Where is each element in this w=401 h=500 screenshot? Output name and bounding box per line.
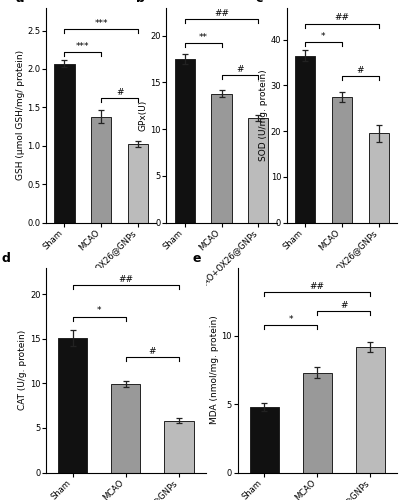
- Text: #: #: [356, 66, 364, 75]
- Bar: [369, 134, 389, 222]
- Bar: [91, 116, 111, 222]
- Text: ##: ##: [334, 14, 349, 22]
- Y-axis label: GSH (μmol GSH/mg/ protein): GSH (μmol GSH/mg/ protein): [16, 50, 24, 180]
- Text: a: a: [15, 0, 24, 6]
- Bar: [356, 347, 385, 472]
- Text: ##: ##: [310, 282, 325, 291]
- Text: ##: ##: [214, 8, 229, 18]
- Bar: [211, 94, 232, 222]
- Text: ***: ***: [95, 19, 108, 28]
- Y-axis label: CAT (U/g. protein): CAT (U/g. protein): [18, 330, 27, 410]
- Text: d: d: [2, 252, 10, 266]
- Text: #: #: [340, 301, 348, 310]
- Bar: [164, 421, 194, 472]
- Bar: [128, 144, 148, 222]
- Text: *: *: [321, 32, 326, 40]
- Text: #: #: [116, 88, 124, 97]
- Y-axis label: MDA (nmol/mg. protein): MDA (nmol/mg. protein): [210, 316, 219, 424]
- Text: ##: ##: [118, 276, 133, 284]
- Text: b: b: [136, 0, 144, 6]
- Text: #: #: [236, 64, 244, 74]
- Bar: [175, 59, 195, 222]
- Bar: [332, 96, 352, 222]
- Text: *: *: [97, 306, 101, 316]
- Text: **: **: [198, 33, 208, 42]
- Bar: [111, 384, 140, 472]
- Text: #: #: [149, 346, 156, 356]
- Y-axis label: SOD (U/mg. protein): SOD (U/mg. protein): [259, 69, 268, 161]
- Bar: [249, 407, 279, 472]
- Text: e: e: [193, 252, 201, 266]
- Text: *: *: [288, 315, 293, 324]
- Bar: [248, 118, 268, 222]
- Bar: [55, 64, 75, 222]
- Bar: [58, 338, 87, 472]
- Y-axis label: GPx(U): GPx(U): [139, 100, 148, 130]
- Text: ***: ***: [76, 42, 89, 51]
- Bar: [295, 56, 315, 222]
- Text: c: c: [256, 0, 263, 6]
- Bar: [303, 372, 332, 472]
